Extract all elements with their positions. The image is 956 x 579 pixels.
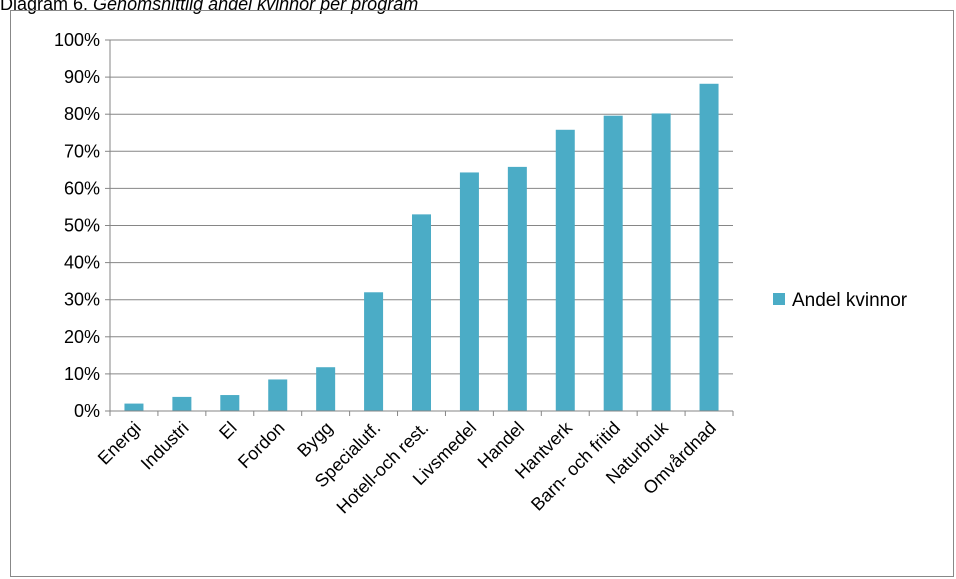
bar (555, 129, 575, 412)
y-tick-label: 100% (54, 30, 100, 50)
chart-frame (10, 10, 954, 577)
y-tick-label: 60% (64, 178, 100, 198)
y-tick-label: 50% (64, 216, 100, 236)
y-tick-label: 10% (64, 364, 100, 384)
y-tick-label: 40% (64, 253, 100, 273)
bar (316, 367, 336, 411)
x-tick-label: Industri (137, 418, 193, 474)
legend-swatch (773, 293, 785, 305)
bar (220, 395, 240, 411)
y-tick-label: 90% (64, 67, 100, 87)
legend-label: Andel kvinnor (792, 290, 908, 311)
y-tick-label: 70% (64, 141, 100, 161)
bar (268, 379, 288, 411)
y-tick-label: 30% (64, 290, 100, 310)
x-tick-label: Bygg (293, 418, 336, 461)
bars (124, 83, 719, 412)
x-tick-label: Fordon (234, 418, 288, 472)
axes (105, 39, 734, 416)
bar (364, 292, 384, 411)
bar (412, 214, 431, 411)
bar (459, 172, 479, 411)
bar (651, 113, 671, 411)
x-tick-label: El (215, 418, 240, 443)
bar (699, 83, 719, 411)
y-tick-label: 20% (64, 327, 100, 347)
bar (172, 396, 192, 411)
y-tick-label: 80% (64, 104, 100, 124)
y-tick-label: 0% (74, 401, 100, 421)
bar (603, 115, 623, 412)
bar (124, 403, 144, 411)
legend: Andel kvinnor (773, 290, 908, 311)
bar (507, 166, 527, 411)
y-tick-labels: 0% 10% 20% 30% 40% 50% 60% 70% 80% 90% 100% (54, 30, 100, 421)
